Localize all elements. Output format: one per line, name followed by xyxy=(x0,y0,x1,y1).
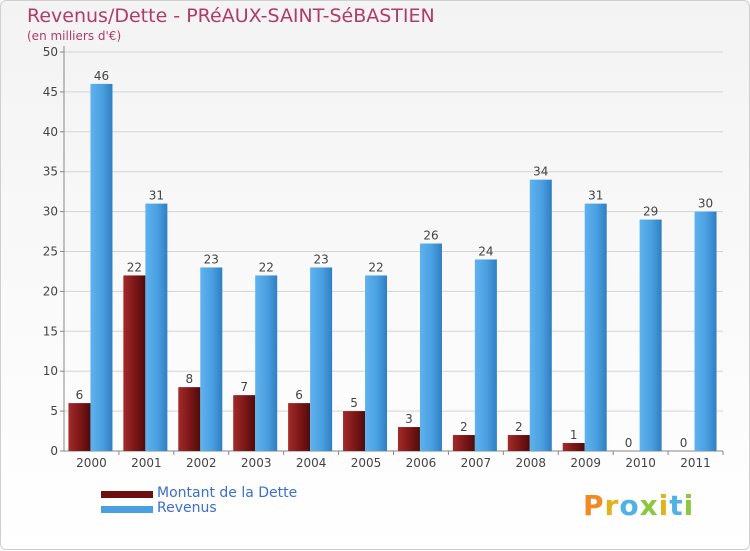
x-tick-label: 2001 xyxy=(131,456,162,470)
data-label-revenus: 29 xyxy=(643,205,658,219)
bar-dette xyxy=(288,403,311,451)
x-tick-label: 2007 xyxy=(461,456,492,470)
bar-revenus xyxy=(529,179,552,451)
bar-dette xyxy=(343,411,366,451)
data-labels: 6 46 22 31 8 23 7 22 6 23 5 22 3 26 2 24 2 34 1 31 0 29 0 30 xyxy=(76,69,714,450)
data-label-dette: 2 xyxy=(515,420,523,434)
bar-dette xyxy=(452,435,475,451)
bar-revenus xyxy=(200,267,223,451)
data-label-revenus: 31 xyxy=(149,189,164,203)
y-tick-label: 35 xyxy=(43,165,58,179)
legend-label-revenus: Revenus xyxy=(157,500,217,516)
data-label-revenus: 30 xyxy=(698,197,713,211)
y-tick-label: 25 xyxy=(43,245,58,259)
data-label-revenus: 22 xyxy=(259,260,274,274)
bar-revenus xyxy=(365,275,388,451)
data-label-dette: 8 xyxy=(185,372,193,386)
bar-dette xyxy=(397,427,420,451)
y-tick-label: 5 xyxy=(50,404,58,418)
bar-dette xyxy=(507,435,530,451)
x-tick-label: 2008 xyxy=(516,456,547,470)
bar-dette xyxy=(68,403,91,451)
bar-revenus xyxy=(255,275,278,451)
x-tick-label: 2004 xyxy=(296,456,327,470)
data-label-dette: 3 xyxy=(405,412,413,426)
bar-revenus xyxy=(584,203,607,451)
proxiti-logo: Proxiti xyxy=(583,489,694,522)
data-label-revenus: 34 xyxy=(533,165,548,179)
bar-revenus xyxy=(90,83,113,452)
y-tick-label: 45 xyxy=(43,85,58,99)
x-tick-label: 2010 xyxy=(625,456,656,470)
data-label-revenus: 23 xyxy=(313,252,328,266)
x-tick-label: 2002 xyxy=(186,456,217,470)
bars xyxy=(68,83,717,452)
y-tick-label: 20 xyxy=(43,284,58,298)
bar-dette xyxy=(233,395,256,451)
x-tick-label: 2000 xyxy=(76,456,107,470)
bar-revenus xyxy=(145,203,168,451)
bar-revenus xyxy=(639,219,662,451)
data-label-dette: 1 xyxy=(570,428,578,442)
logo-letter: i xyxy=(683,489,695,522)
bar-dette xyxy=(178,387,201,451)
y-tick-label: 15 xyxy=(43,324,58,338)
data-label-dette: 6 xyxy=(76,388,84,402)
y-tick-label: 30 xyxy=(43,205,58,219)
bar-revenus xyxy=(419,243,442,451)
x-tick-label: 2006 xyxy=(406,456,437,470)
data-label-dette: 5 xyxy=(350,396,358,410)
x-tick-label: 2005 xyxy=(351,456,382,470)
data-label-dette: 6 xyxy=(295,388,303,402)
data-label-dette: 0 xyxy=(680,436,688,450)
bar-revenus xyxy=(694,211,717,451)
logo-letter: P xyxy=(583,489,605,522)
data-label-revenus: 46 xyxy=(94,69,109,83)
logo-letter: x xyxy=(639,489,659,522)
data-label-revenus: 23 xyxy=(204,252,219,266)
grid-lines xyxy=(64,51,723,412)
data-label-revenus: 31 xyxy=(588,189,603,203)
logo-letter: t xyxy=(669,489,684,522)
legend-label-dette: Montant de la Dette xyxy=(157,485,298,501)
x-tick-label: 2003 xyxy=(241,456,272,470)
data-label-revenus: 22 xyxy=(368,260,383,274)
y-tick-label: 0 xyxy=(50,444,58,458)
data-label-dette: 2 xyxy=(460,420,468,434)
data-label-dette: 22 xyxy=(127,260,142,274)
logo-letter: o xyxy=(619,489,640,522)
legend-swatch-dette xyxy=(101,491,153,498)
legend-swatch-revenus xyxy=(101,506,153,513)
data-label-dette: 0 xyxy=(625,436,633,450)
chart-subtitle: (en milliers d'€) xyxy=(27,29,122,43)
logo-letter: r xyxy=(604,489,620,522)
bar-revenus xyxy=(310,267,333,451)
logo-letter: i xyxy=(658,489,670,522)
y-tick-label: 10 xyxy=(43,364,58,378)
bar-revenus xyxy=(474,259,497,451)
data-label-revenus: 24 xyxy=(478,244,493,258)
x-tick-label: 2011 xyxy=(680,456,711,470)
x-tick-label: 2009 xyxy=(570,456,601,470)
chart-title: Revenus/Dette - PRéAUX-SAINT-SéBASTIEN xyxy=(27,5,435,27)
bar-dette xyxy=(123,275,146,451)
y-tick-label: 40 xyxy=(43,125,58,139)
data-label-revenus: 26 xyxy=(423,229,438,243)
bar-dette xyxy=(562,443,585,451)
data-label-dette: 7 xyxy=(240,380,248,394)
y-tick-label: 50 xyxy=(43,45,58,59)
